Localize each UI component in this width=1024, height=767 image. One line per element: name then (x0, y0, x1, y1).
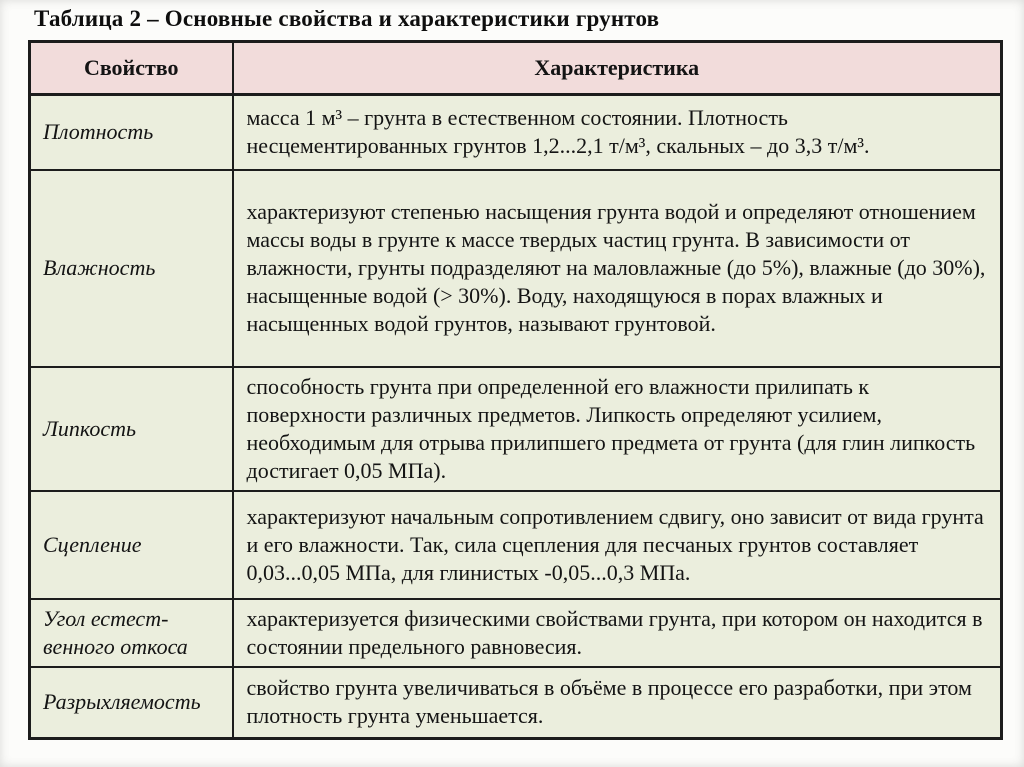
soil-properties-table: Свойство Характеристика Плотность масса … (28, 40, 1003, 740)
characteristic-cell: масса 1 м³ – грунта в естественном состо… (231, 93, 1003, 171)
property-cell: Сцепление (28, 489, 234, 600)
property-cell: Плотность (28, 93, 234, 171)
characteristic-cell: способность грунта при определенной его … (231, 365, 1003, 492)
table-row: Липкость способность грунта при определе… (28, 365, 1003, 492)
column-header-characteristic: Характеристика (231, 40, 1003, 96)
header-row: Свойство Характеристика (28, 40, 1003, 96)
property-cell: Угол естест- венного откоса (28, 597, 234, 668)
table-row: Разрыхляемость свойство грунта увеличива… (28, 665, 1003, 740)
characteristic-cell: характеризуется физическими свойствами г… (231, 597, 1003, 668)
characteristic-cell: характеризуют степенью насыщения грунта … (231, 168, 1003, 368)
property-cell: Влажность (28, 168, 234, 368)
characteristic-cell: свойство грунта увеличиваться в объёме в… (231, 665, 1003, 740)
table-caption: Таблица 2 – Основные свойства и характер… (34, 6, 660, 31)
table-row: Плотность масса 1 м³ – грунта в естестве… (28, 93, 1003, 171)
table-row: Сцепление характеризуют начальным сопрот… (28, 489, 1003, 600)
characteristic-cell: характеризуют начальным сопротивлением с… (231, 489, 1003, 600)
column-header-property: Свойство (28, 40, 234, 96)
table-row: Угол естест- венного откоса характеризуе… (28, 597, 1003, 668)
property-cell: Разрыхляемость (28, 665, 234, 740)
property-cell: Липкость (28, 365, 234, 492)
table-row: Влажность характеризуют степенью насыщен… (28, 168, 1003, 368)
